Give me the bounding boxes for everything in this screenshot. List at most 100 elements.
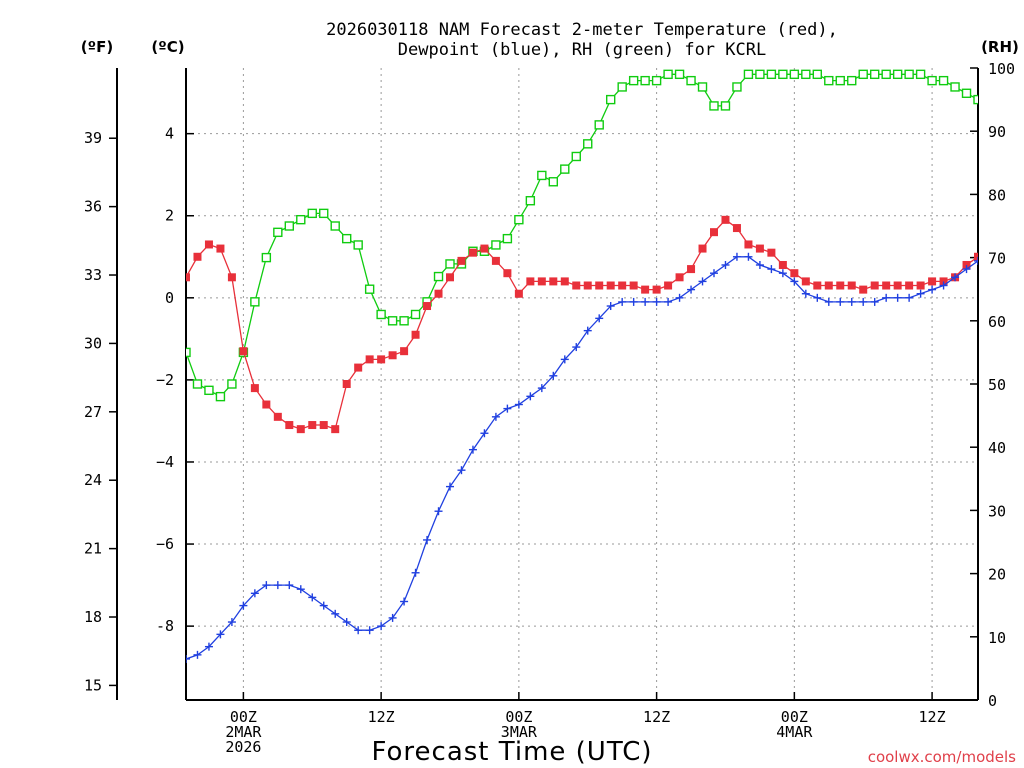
point-dewpoint	[629, 297, 638, 306]
axes	[109, 67, 979, 701]
point-dewpoint	[939, 281, 948, 290]
point-dewpoint	[262, 581, 271, 590]
point-rh	[171, 317, 179, 325]
point-rh	[927, 75, 937, 86]
point-rh	[186, 347, 191, 358]
x-tick-label: 3MAR	[501, 723, 538, 741]
point-rh	[548, 177, 559, 187]
point-temperature	[606, 281, 615, 290]
point-dewpoint	[813, 293, 822, 302]
point-temperature	[377, 355, 386, 364]
point-temperature	[171, 318, 179, 326]
point-dewpoint	[652, 297, 661, 306]
point-rh	[997, 96, 1005, 104]
celsius-tick-label: 0	[165, 289, 174, 307]
point-rh	[686, 75, 696, 86]
point-rh	[1008, 115, 1016, 123]
point-dewpoint	[710, 269, 718, 278]
point-temperature	[468, 248, 477, 257]
point-rh	[605, 94, 616, 105]
point-temperature	[331, 425, 340, 434]
point-rh	[801, 69, 811, 80]
point-rh	[617, 82, 627, 92]
point-temperature	[434, 289, 443, 298]
point-temperature	[836, 281, 845, 290]
point-rh	[445, 259, 455, 269]
point-rh	[663, 69, 673, 80]
point-temperature	[273, 412, 282, 421]
point-temperature	[526, 277, 535, 286]
point-temperature	[664, 281, 673, 290]
point-rh	[858, 69, 868, 80]
point-rh	[525, 196, 536, 206]
point-dewpoint	[882, 293, 891, 302]
point-rh	[204, 385, 214, 396]
point-rh	[881, 69, 891, 80]
point-dewpoint	[641, 297, 650, 306]
x-tick-label: 00Z	[781, 708, 808, 726]
celsius-tick-label: 4	[165, 125, 174, 143]
x-tick-label: 12Z	[368, 708, 395, 726]
x-tick-label: 00Z	[505, 708, 532, 726]
point-temperature	[928, 277, 937, 286]
point-rh	[227, 379, 237, 389]
point-temperature	[916, 281, 925, 290]
point-temperature	[457, 256, 466, 265]
point-rh	[938, 75, 949, 86]
point-dewpoint	[905, 293, 914, 302]
point-temperature	[997, 224, 1005, 232]
point-dewpoint	[687, 285, 696, 294]
celsius-tick-label: −6	[156, 535, 174, 553]
series-line-dewpoint	[186, 256, 978, 660]
point-temperature	[491, 256, 500, 265]
point-temperature	[905, 281, 914, 290]
point-rh	[1020, 115, 1024, 123]
point-temperature	[985, 236, 993, 244]
point-dewpoint	[171, 647, 179, 655]
point-temperature	[790, 269, 799, 278]
point-rh	[755, 69, 765, 80]
chart-title-line2: Dewpoint (blue), RH (green) for KCRL	[398, 40, 766, 60]
point-dewpoint	[755, 260, 764, 269]
grid-lines	[186, 68, 978, 700]
point-rh	[812, 69, 823, 80]
point-dewpoint	[549, 371, 558, 380]
point-dewpoint	[446, 482, 454, 491]
point-rh	[571, 151, 581, 162]
point-rh	[307, 208, 317, 219]
point-temperature	[813, 281, 822, 290]
point-dewpoint	[951, 273, 960, 282]
point-temperature	[974, 252, 978, 261]
point-temperature	[216, 244, 225, 253]
celsius-axis-unit: (ºC)	[151, 38, 184, 56]
point-dewpoint	[285, 581, 294, 590]
point-rh	[674, 69, 685, 80]
point-temperature	[342, 380, 351, 388]
point-dewpoint	[606, 302, 615, 311]
series-rh	[171, 69, 1024, 402]
point-rh	[961, 88, 972, 98]
point-temperature	[652, 285, 661, 294]
series-line-temperature	[186, 218, 978, 430]
point-rh	[560, 164, 570, 174]
x-tick-label: 2026	[225, 738, 261, 756]
point-temperature	[595, 281, 604, 290]
point-dewpoint	[377, 622, 386, 631]
point-rh	[364, 284, 375, 294]
point-temperature	[1020, 179, 1024, 187]
point-temperature	[446, 273, 454, 282]
point-temperature	[859, 285, 868, 294]
point-temperature	[572, 281, 581, 290]
point-rh	[697, 82, 708, 92]
point-temperature	[250, 384, 259, 393]
point-rh	[824, 75, 834, 86]
point-dewpoint	[186, 654, 190, 663]
point-dewpoint	[411, 568, 420, 577]
point-temperature	[698, 244, 707, 253]
point-dewpoint	[537, 384, 546, 393]
point-rh	[985, 102, 993, 110]
point-dewpoint	[778, 269, 787, 278]
tick-labels: -8−6−4−202415182124273033363901020304050…	[84, 60, 1015, 756]
point-dewpoint	[526, 392, 535, 401]
